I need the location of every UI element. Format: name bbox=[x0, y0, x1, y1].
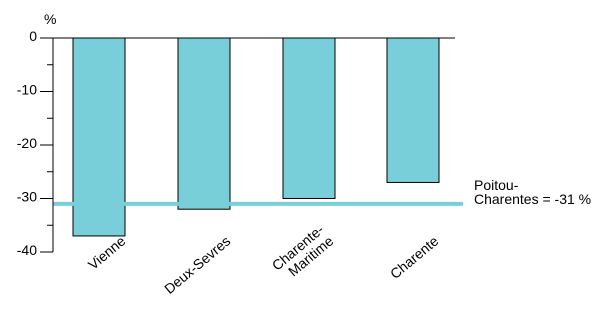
category-label: Charente bbox=[387, 233, 442, 282]
category-labels: Vienne Deux-Sevres Charente-Maritime Charen… bbox=[85, 221, 442, 297]
bar bbox=[72, 37, 126, 237]
y-axis-ticks: 0 -10 -20 -30 -40 bbox=[17, 28, 53, 258]
reference-line-label-line: Charentes = -31 % bbox=[474, 191, 591, 207]
y-axis-title: % bbox=[44, 11, 56, 27]
reference-line-label-line: Poitou- bbox=[474, 177, 519, 193]
y-tick-label: -20 bbox=[17, 135, 37, 151]
y-tick-label: -30 bbox=[17, 189, 37, 205]
category-label-line: Vienne bbox=[85, 233, 129, 273]
reference-line-label: Poitou-Charentes = -31 % bbox=[474, 177, 591, 207]
y-tick-label: 0 bbox=[29, 28, 37, 44]
bar bbox=[282, 37, 336, 199]
bar bbox=[177, 37, 231, 210]
category-label-line: Deux-Sevres bbox=[161, 233, 233, 297]
category-label: Deux-Sevres bbox=[161, 233, 233, 297]
reference-line-group: Poitou-Charentes = -31 % bbox=[53, 177, 591, 207]
bars bbox=[72, 37, 440, 237]
category-label: Charente-Maritime bbox=[269, 221, 337, 279]
y-tick-label: -10 bbox=[17, 82, 37, 98]
y-tick-label: -40 bbox=[17, 242, 37, 258]
category-label: Vienne bbox=[85, 233, 129, 273]
category-label-line: Charente bbox=[387, 233, 442, 282]
bar bbox=[386, 37, 440, 183]
